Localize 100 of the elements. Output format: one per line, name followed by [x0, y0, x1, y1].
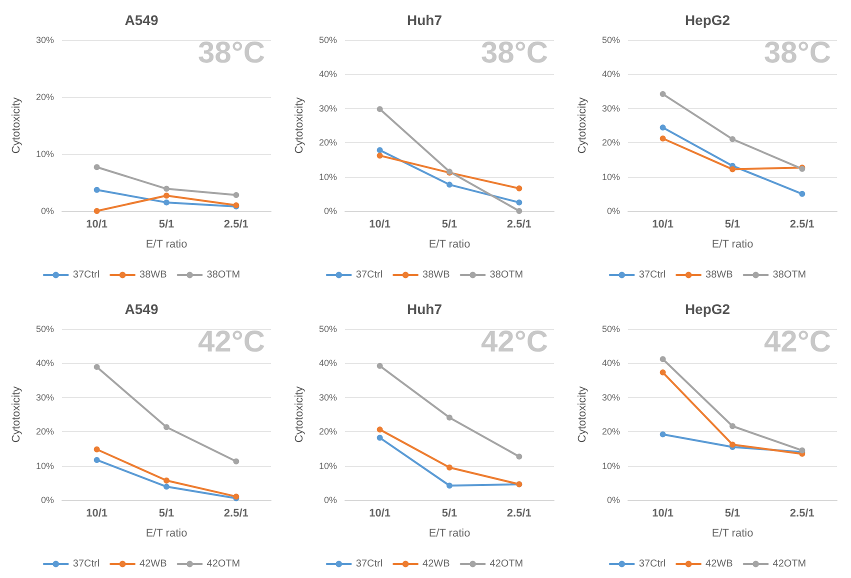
x-tick-label: 10/1	[86, 218, 108, 230]
point	[164, 478, 170, 484]
point	[94, 164, 100, 170]
legend-label: 37Ctrl	[356, 270, 383, 280]
x-axis-title: E/T ratio	[428, 238, 470, 250]
legend-label: 38OTM	[490, 270, 524, 280]
legend-label: 37Ctrl	[72, 558, 100, 570]
x-tick-label: 10/1	[86, 508, 108, 520]
point	[516, 199, 522, 206]
legend-label: 42WB	[422, 558, 450, 570]
x-tick-label: 10/1	[652, 218, 674, 230]
x-tick-label: 5/1	[442, 508, 458, 520]
x-tick-label: 2.5/1	[790, 218, 814, 230]
y-tick-label: 40%	[36, 358, 54, 368]
x-tick-label: 5/1	[158, 218, 174, 230]
y-axis-title: Cytotoxicity	[576, 96, 588, 154]
point	[516, 454, 522, 460]
y-axis-title: Cytotoxicity	[294, 96, 306, 154]
point	[516, 208, 522, 214]
legend-label: 42OTM	[772, 558, 806, 570]
point	[660, 124, 666, 131]
chart-title: A549	[124, 12, 158, 28]
y-tick-label: 0%	[40, 495, 54, 505]
y-tick-label: 10%	[318, 172, 337, 182]
x-tick-label: 5/1	[724, 218, 740, 230]
x-axis-title: E/T ratio	[146, 238, 188, 250]
y-axis-title: Cytotoxicity	[10, 386, 22, 443]
point	[376, 106, 383, 112]
point	[730, 423, 736, 430]
point	[730, 136, 736, 142]
y-tick-label: 10%	[318, 460, 337, 471]
x-axis-title: E/T ratio	[428, 528, 470, 540]
y-tick-label: 10%	[602, 172, 620, 182]
x-tick-label: 2.5/1	[790, 508, 814, 520]
chart-title: Huh7	[407, 12, 442, 28]
y-tick-label: 30%	[36, 35, 54, 45]
point	[164, 199, 170, 206]
y-tick-label: 50%	[318, 324, 337, 334]
point	[660, 91, 666, 98]
x-tick-label: 2.5/1	[224, 218, 248, 230]
legend-label: 37Ctrl	[638, 270, 666, 280]
y-axis-title: Cytotoxicity	[294, 386, 306, 443]
x-tick-label: 2.5/1	[224, 508, 248, 520]
y-tick-label: 10%	[36, 460, 54, 471]
legend-label: 37Ctrl	[638, 558, 666, 570]
y-tick-label: 30%	[602, 103, 620, 114]
point	[376, 362, 383, 369]
legend-label: 38WB	[706, 270, 734, 280]
y-tick-label: 0%	[606, 495, 620, 505]
y-tick-label: 20%	[318, 426, 337, 437]
point	[446, 464, 452, 471]
point	[446, 414, 452, 421]
y-tick-label: 20%	[602, 138, 620, 148]
x-axis-title: E/T ratio	[712, 238, 754, 250]
x-tick-label: 2.5/1	[506, 218, 532, 230]
y-tick-label: 50%	[36, 324, 54, 334]
y-tick-label: 0%	[324, 495, 337, 505]
point	[94, 186, 100, 193]
y-tick-label: 50%	[602, 324, 620, 334]
y-tick-label: 20%	[36, 426, 54, 437]
point	[730, 166, 736, 172]
x-tick-label: 10/1	[652, 508, 674, 520]
point	[446, 182, 452, 188]
y-tick-label: 40%	[602, 69, 620, 80]
x-tick-label: 10/1	[369, 508, 391, 520]
legend-label: 38WB	[422, 270, 450, 280]
y-tick-label: 10%	[36, 149, 54, 159]
legend-label: 38OTM	[772, 270, 806, 280]
y-tick-label: 30%	[602, 392, 620, 402]
legend-label: 42WB	[140, 558, 168, 570]
point	[164, 186, 170, 192]
point	[233, 458, 240, 464]
y-tick-label: 40%	[602, 358, 620, 368]
y-axis-title: Cytotoxicity	[10, 96, 22, 154]
legend-label: 37Ctrl	[72, 270, 100, 280]
y-tick-label: 40%	[318, 69, 337, 80]
legend-label: 37Ctrl	[356, 558, 383, 570]
legend-label: 38OTM	[206, 270, 240, 280]
point	[730, 442, 736, 448]
point	[516, 185, 522, 192]
y-tick-label: 50%	[318, 35, 337, 45]
point	[376, 434, 383, 441]
y-tick-label: 30%	[318, 103, 337, 114]
legend-label: 42OTM	[490, 558, 524, 570]
point	[660, 356, 666, 362]
x-tick-label: 5/1	[724, 508, 740, 520]
point	[660, 135, 666, 142]
y-tick-label: 40%	[318, 358, 337, 368]
x-tick-label: 2.5/1	[506, 508, 532, 520]
point	[376, 426, 383, 433]
y-tick-label: 20%	[602, 426, 620, 437]
x-axis-title: E/T ratio	[146, 528, 188, 540]
legend-label: 42OTM	[206, 558, 240, 570]
y-tick-label: 10%	[602, 460, 620, 471]
point	[660, 369, 666, 376]
chart-title: A549	[124, 301, 158, 317]
y-tick-label: 30%	[318, 392, 337, 402]
chart-title: Huh7	[407, 301, 442, 317]
y-tick-label: 0%	[606, 206, 620, 216]
point	[94, 208, 100, 214]
